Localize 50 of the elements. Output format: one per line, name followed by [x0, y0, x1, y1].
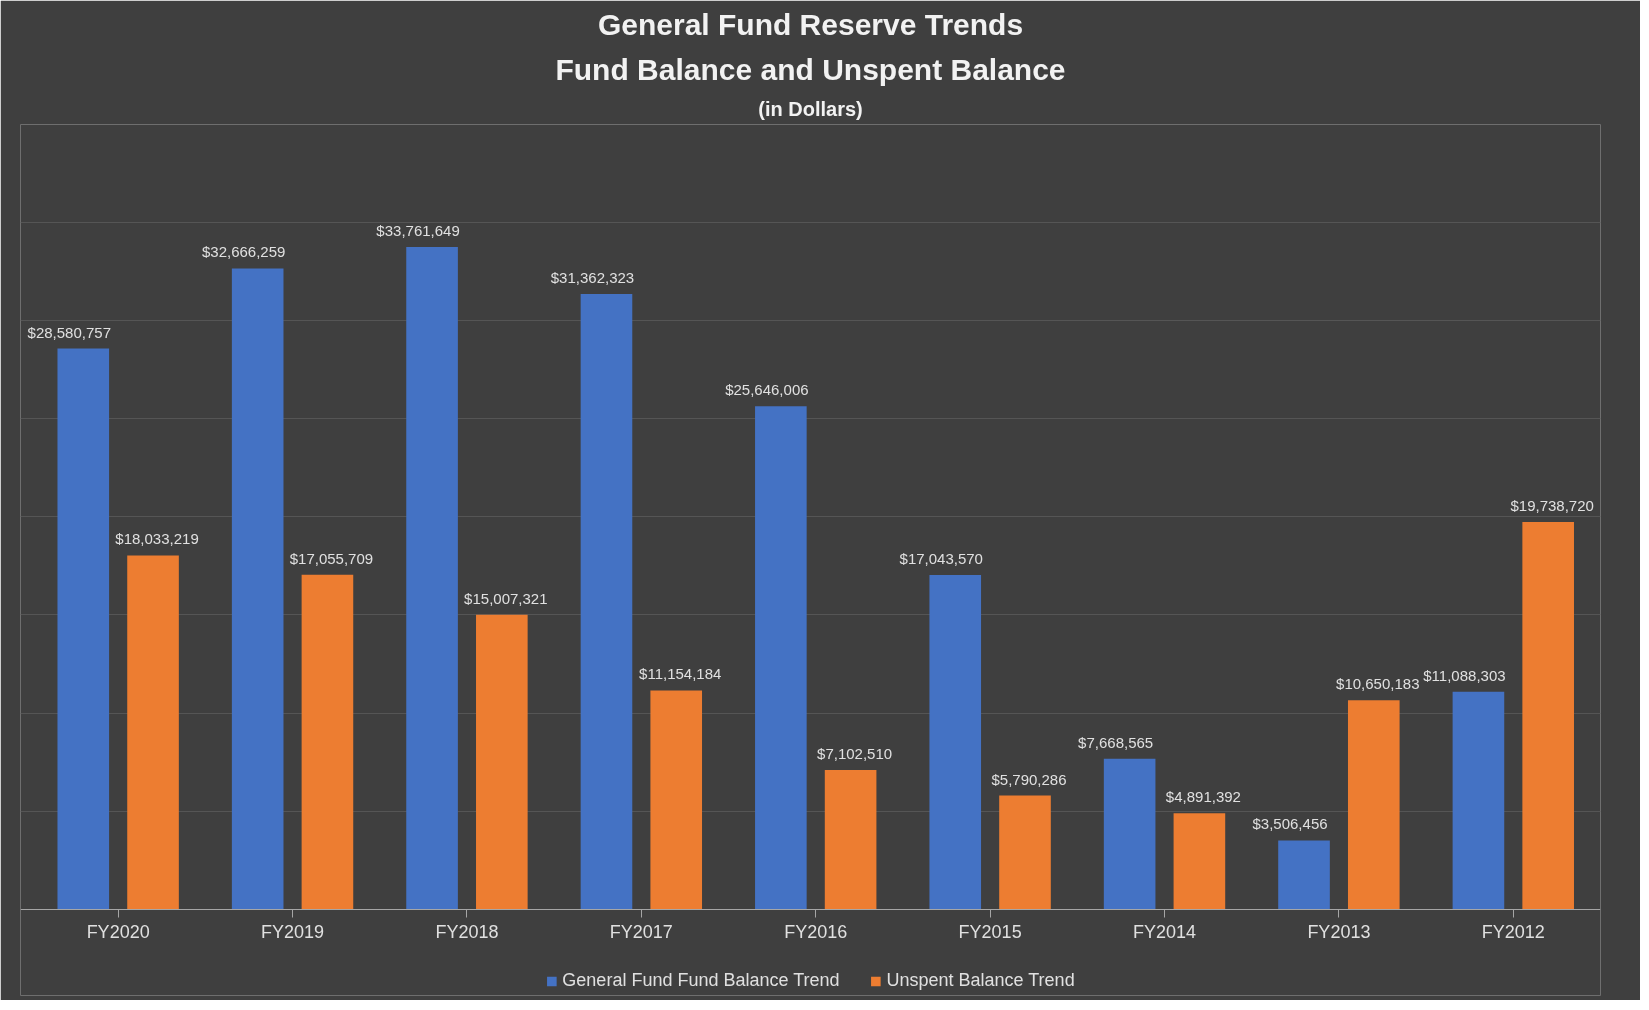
- bar: [1522, 522, 1574, 910]
- bar: [231, 268, 284, 910]
- data-label: $11,088,303: [1423, 666, 1506, 684]
- data-label: $5,790,286: [991, 770, 1067, 788]
- legend-label: General Fund Fund Balance Trend: [562, 970, 840, 991]
- text: (in Dollars): [758, 97, 863, 120]
- bar: [301, 574, 354, 910]
- data-label: $15,007,321: [464, 589, 548, 607]
- x-tick-label: FY2020: [86, 922, 150, 943]
- x-tick-label: FY2017: [609, 922, 673, 943]
- data-label: $25,646,006: [725, 381, 809, 399]
- data-label: $7,668,565: [1078, 733, 1154, 751]
- x-tick-label: FY2018: [435, 922, 499, 943]
- x-tick-label: FY2016: [784, 922, 848, 943]
- bar: [57, 348, 110, 910]
- chart-subtitle: Fund Balance and Unspent Balance: [555, 52, 1066, 86]
- x-tick-label: FY2019: [261, 922, 325, 943]
- chart-title: General Fund Reserve Trends: [597, 7, 1024, 41]
- bar: [1278, 840, 1330, 910]
- bar: [476, 614, 528, 910]
- bar: [406, 247, 458, 910]
- legend-label: Unspent Balance Trend: [886, 970, 1075, 991]
- data-label: $33,761,649: [376, 222, 460, 239]
- bar: [1347, 700, 1400, 910]
- x-tick-label: FY2015: [958, 922, 1022, 943]
- bar: [650, 690, 703, 910]
- data-label: $28,580,757: [27, 323, 111, 341]
- bar: [999, 795, 1051, 910]
- bar: [1103, 758, 1156, 910]
- bar: [929, 574, 982, 910]
- data-label: $32,666,259: [201, 243, 286, 261]
- data-label: $19,738,720: [1510, 497, 1594, 515]
- bar: [824, 769, 877, 910]
- bar: [580, 294, 633, 910]
- data-label: $10,650,183: [1336, 675, 1420, 693]
- x-tick-label: FY2013: [1307, 922, 1371, 943]
- x-tick-label: FY2012: [1481, 922, 1545, 943]
- data-label: $11,154,184: [639, 665, 722, 683]
- data-label: $4,891,392: [1165, 788, 1241, 806]
- data-label: $3,506,456: [1252, 815, 1328, 833]
- data-label: $17,043,570: [899, 549, 983, 567]
- bar: [127, 555, 179, 910]
- bar: [755, 406, 807, 910]
- data-label: $17,055,709: [289, 549, 374, 567]
- x-tick-label: FY2014: [1133, 922, 1197, 943]
- data-label: $18,033,219: [115, 530, 199, 548]
- data-label: $31,362,323: [550, 269, 635, 287]
- bar: [1173, 813, 1226, 910]
- data-label: $7,102,510: [817, 744, 893, 762]
- bar: [1452, 691, 1505, 910]
